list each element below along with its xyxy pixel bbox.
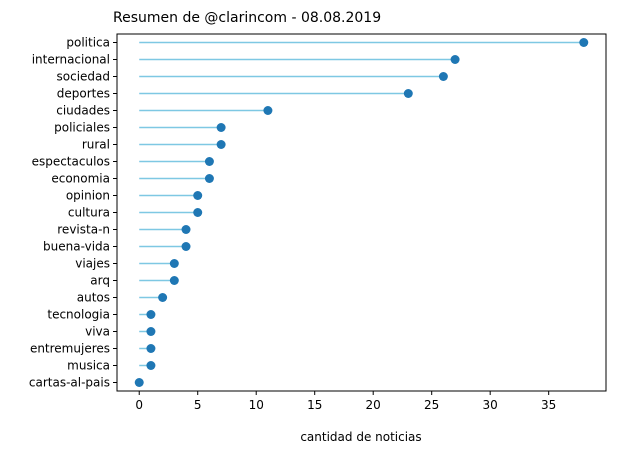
point-musica [146,361,156,370]
point-ciudades [263,106,273,115]
y-tick-label: rural [82,138,110,152]
y-tick-label: cultura [68,206,110,220]
y-tick-label: opinion [66,189,110,203]
y-tick-label: viajes [75,257,110,271]
x-axis-label: cantidad de noticias [300,430,421,444]
point-espectaculos [204,157,214,166]
point-rural [216,140,226,149]
x-tick-label: 0 [135,398,143,412]
y-tick-label: cartas-al-pais [29,376,110,390]
y-tick-label: politica [66,36,110,50]
y-tick-label: policiales [54,121,110,135]
y-tick-label: arq [90,274,110,288]
point-sociedad [438,72,448,81]
x-tick-label: 15 [307,398,322,412]
y-tick-label: espectaculos [32,155,110,169]
point-tecnologia [146,310,156,319]
y-tick-label: internacional [32,53,110,67]
point-viva [146,327,156,336]
y-tick-label: revista-n [57,223,110,237]
y-axis: politica internacional sociedad deportes ciu… [29,36,117,390]
y-tick-label: ciudades [56,104,110,118]
y-tick-label: musica [67,359,110,373]
y-tick-label: economia [51,172,110,186]
chart-title: Resumen de @clarincom - 08.08.2019 [113,10,381,26]
x-tick-label: 10 [249,398,264,412]
point-autos [158,293,168,302]
point-arq [169,276,179,285]
point-opinion [193,191,203,200]
point-buena-vida [181,242,191,251]
point-viajes [169,259,179,268]
point-entremujeres [146,344,156,353]
x-tick-label: 5 [194,398,202,412]
y-tick-label: tecnologia [47,308,110,322]
y-tick-label: buena-vida [43,240,110,254]
y-tick-label: deportes [57,87,110,101]
point-cultura [193,208,203,217]
point-politica [579,38,589,47]
y-tick-label: entremujeres [30,342,110,356]
x-tick-label: 30 [483,398,498,412]
y-tick-label: viva [85,325,110,339]
y-tick-label: sociedad [57,70,111,84]
y-tick-label: autos [77,291,110,305]
point-policiales [216,123,226,132]
plot-area [134,38,589,387]
x-tick-label: 35 [541,398,556,412]
x-tick-label: 20 [366,398,381,412]
point-economia [204,174,214,183]
point-internacional [450,55,460,64]
x-axis: 0 5 10 15 20 25 30 35 [135,391,556,412]
x-tick-label: 25 [424,398,439,412]
point-cartas-al-pais [134,378,144,387]
point-revista-n [181,225,191,234]
point-deportes [403,89,413,98]
